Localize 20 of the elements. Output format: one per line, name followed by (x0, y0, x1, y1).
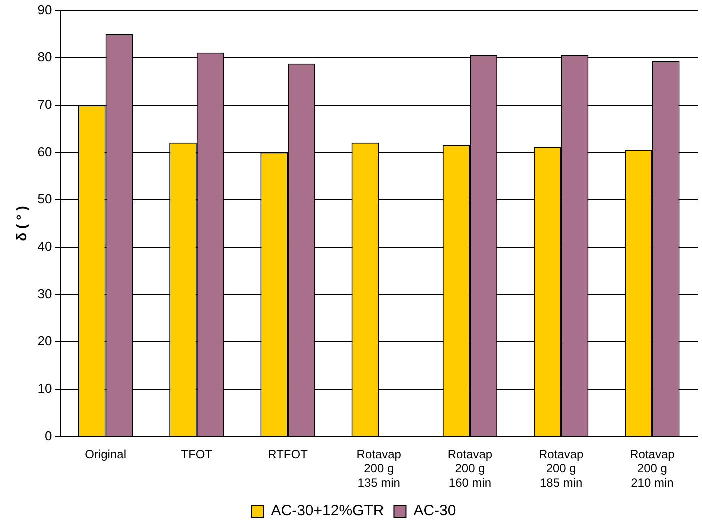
x-tick-label: Original (85, 447, 126, 462)
y-axis-title: δ ( ° ) (13, 206, 30, 242)
x-tick-label: RTFOT (268, 447, 309, 462)
y-tick-label: 30 (38, 286, 52, 302)
y-tick-label: 60 (38, 144, 52, 160)
legend-label: AC-30 (414, 502, 456, 520)
y-tick-label: 20 (38, 334, 52, 349)
y-tick-label: 90 (38, 2, 52, 18)
x-tick-label: Rotavap 200 g 185 min (538, 447, 584, 490)
x-tick-label: Rotavap 200 g 160 min (448, 447, 493, 490)
y-tick-label: 70 (38, 97, 52, 112)
x-tick-label: TFOT (181, 447, 214, 462)
y-tick-label: 80 (38, 50, 52, 65)
y-tick-label: 10 (38, 381, 52, 396)
legend-label: AC-30+12%GTR (271, 502, 384, 520)
x-tick-label: Rotavap 200 g 135 min (356, 447, 402, 490)
y-tick-label: 0 (45, 428, 52, 444)
y-tick-label: 50 (38, 192, 52, 207)
x-tick-label: Rotavap 200 g 210 min (630, 447, 676, 490)
y-tick-label: 40 (38, 239, 52, 254)
